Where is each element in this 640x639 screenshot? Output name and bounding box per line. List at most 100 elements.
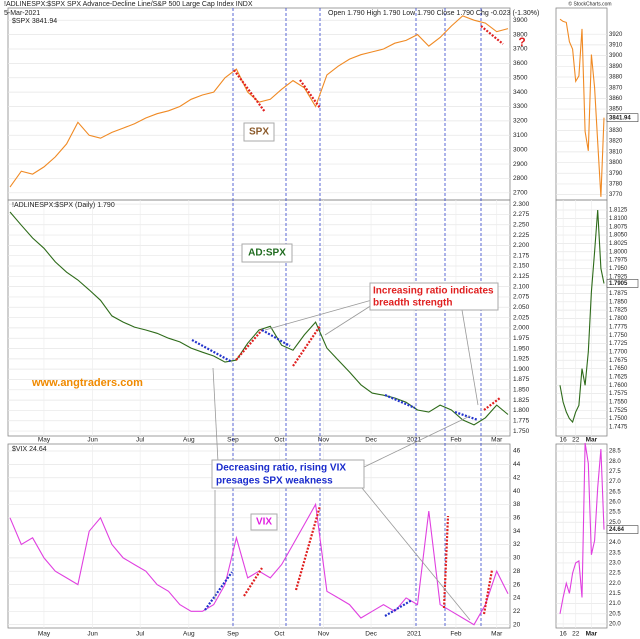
y-tick-label: 1.950: [513, 345, 530, 352]
y-tick-label: 2.275: [513, 211, 530, 218]
y-tick-label: 28.0: [609, 459, 621, 465]
y-tick-label: 1.8050: [609, 233, 628, 239]
y-tick-label: 40: [513, 488, 521, 495]
y-tick-label: 1.7950: [609, 266, 628, 272]
y-tick-label: 23.5: [609, 550, 621, 556]
y-tick-label: 2700: [513, 190, 528, 197]
x-tick-label: Jun: [87, 631, 98, 638]
y-tick-label: 1.7775: [609, 324, 628, 330]
x-tick-label: Feb: [450, 437, 462, 444]
x-tick-label: May: [38, 631, 51, 638]
y-tick-label: 2.000: [513, 325, 530, 332]
y-tick-label: 2.125: [513, 273, 530, 280]
legend: !ADLINESPX:$SPX (Daily) 1.790: [12, 202, 115, 209]
y-tick-label: 22.0: [609, 581, 621, 587]
y-tick-label: 1.7975: [609, 258, 628, 264]
y-tick-label: 1.8125: [609, 208, 628, 214]
annotation: AD:SPX: [248, 248, 286, 259]
x-tick-label: Mar: [586, 631, 598, 638]
annotations: SPX ? AD:SPX Increasing ratio indicates …: [31, 35, 526, 531]
x-tick-label: Oct: [274, 437, 284, 444]
y-tick-label: 3830: [609, 128, 623, 134]
y-tick-label: 1.750: [513, 428, 530, 435]
annotation: presages SPX weakness: [216, 476, 333, 487]
y-tick-label: 1.7550: [609, 400, 628, 406]
y-tick-label: 20.5: [609, 611, 621, 617]
y-tick-label: 2.225: [513, 232, 530, 239]
credit: © StockCharts.com: [568, 0, 611, 7]
y-tick-label: 2.075: [513, 294, 530, 301]
y-tick-label: 3870: [609, 85, 623, 91]
y-tick-label: 28: [513, 568, 521, 575]
y-tick-label: 23.0: [609, 561, 621, 567]
pointers: [212, 299, 479, 621]
y-tick-label: 1.7575: [609, 391, 628, 397]
y-tick-label: 32: [513, 541, 521, 548]
y-tick-label: 3810: [609, 149, 623, 155]
annotation: breadth strength: [373, 298, 452, 309]
y-tick-label: 3900: [609, 53, 623, 59]
y-tick-label: 3600: [513, 60, 528, 67]
legend: $SPX 3841.94: [12, 18, 57, 25]
y-tick-label: 2.050: [513, 304, 530, 311]
x-tick-label: Nov: [318, 631, 330, 638]
x-tick-label: Jul: [136, 631, 145, 638]
y-tick-label: 3400: [513, 89, 528, 96]
legends: $SPX 3841.94 !ADLINESPX:$SPX (Daily) 1.7…: [12, 18, 115, 453]
last-value-label: 1.7905: [609, 281, 628, 287]
annotation: www.angtraders.com: [31, 377, 143, 389]
y-tick-label: 1.775: [513, 417, 530, 424]
y-tick-label: 30: [513, 555, 521, 562]
y-tick-label: 1.7800: [609, 316, 628, 322]
y-tick-label: 1.8000: [609, 249, 628, 255]
y-tick-label: 1.7500: [609, 416, 628, 422]
y-tick-label: 21.5: [609, 591, 621, 597]
y-tick-label: 21.0: [609, 601, 621, 607]
y-tick-label: 1.7650: [609, 366, 628, 372]
annotation: Decreasing ratio, rising VIX: [216, 463, 346, 474]
y-tick-label: 3920: [609, 32, 623, 38]
y-tick-label: 34: [513, 528, 521, 535]
y-tick-label: 3300: [513, 103, 528, 110]
y-tick-label: 24.0: [609, 540, 621, 546]
y-tick-label: 25.0: [609, 520, 621, 526]
series-line: [9, 15, 509, 188]
y-tick-label: 1.850: [513, 387, 530, 394]
y-tick-label: 3200: [513, 118, 528, 125]
y-tick-label: 20: [513, 621, 521, 628]
y-tick-label: 3500: [513, 74, 528, 81]
legend: $VIX 24.64: [12, 446, 47, 453]
arrows: [191, 25, 504, 617]
y-tick-label: 1.7725: [609, 341, 628, 347]
x-tick-label: Mar: [491, 631, 503, 638]
series: 3841.94 1.7905 24.64: [9, 15, 639, 626]
y-tick-label: 2.250: [513, 221, 530, 228]
y-tick-label: 36: [513, 515, 521, 522]
x-tick-label: Jul: [136, 437, 145, 444]
y-tick-label: 3770: [609, 192, 623, 198]
y-tick-label: 1.8025: [609, 241, 628, 247]
y-tick-label: 1.8075: [609, 224, 628, 230]
y-tick-label: 3910: [609, 42, 623, 48]
x-tick-label: Dec: [365, 437, 377, 444]
y-tick-label: 1.825: [513, 397, 530, 404]
last-value-label: 3841.94: [609, 115, 631, 121]
x-tick-label: Mar: [491, 437, 503, 444]
y-tick-label: 2.025: [513, 314, 530, 321]
y-tick-label: 20.0: [609, 622, 621, 628]
x-tick-label: Sep: [227, 631, 239, 638]
quote: Open 1.790 High 1.790 Low 1.790 Close 1.…: [328, 10, 539, 17]
x-tick-label: May: [38, 437, 51, 444]
y-tick-label: 3790: [609, 171, 623, 177]
annotation: SPX: [249, 127, 269, 138]
date: 5-Mar-2021: [4, 10, 40, 17]
y-tick-label: 38: [513, 501, 521, 508]
y-tick-label: 27.0: [609, 479, 621, 485]
annotation: ?: [518, 35, 525, 49]
series-line: [9, 211, 509, 426]
y-tick-label: 1.7475: [609, 425, 628, 431]
x-tick-label: Dec: [365, 631, 377, 638]
x-tick-label: 22: [572, 631, 580, 638]
x-tick-label: 16: [560, 437, 568, 444]
annotation: Increasing ratio indicates: [373, 286, 494, 297]
